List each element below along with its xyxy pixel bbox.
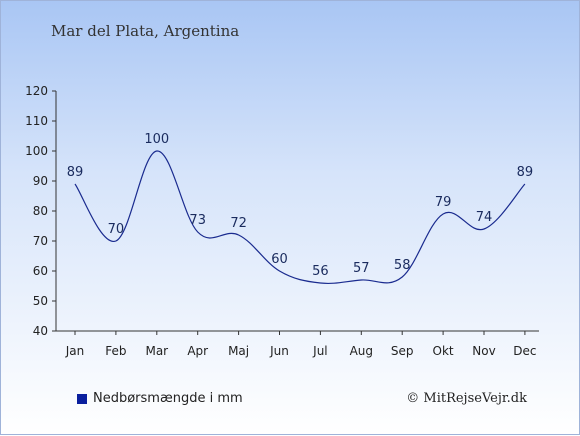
series-line	[74, 150, 526, 284]
credit-text: © MitRejseVejr.dk	[406, 391, 527, 406]
data-label: 100	[144, 132, 169, 147]
x-tick-label: Apr	[187, 344, 208, 358]
y-tick-label: 60	[33, 264, 48, 278]
data-label: 70	[108, 222, 125, 237]
y-tick-label: 120	[25, 84, 48, 98]
x-tick-label: Mar	[145, 344, 168, 358]
y-tick-label: 110	[25, 114, 48, 128]
x-tick-label: Nov	[472, 344, 495, 358]
y-tick-label: 100	[25, 144, 48, 158]
x-tick-label: Okt	[433, 344, 454, 358]
data-label: 89	[517, 165, 534, 180]
y-tick-label: 80	[33, 204, 48, 218]
legend-swatch	[77, 393, 87, 404]
x-tick-label: Sep	[391, 344, 414, 358]
x-tick-label: Aug	[350, 344, 373, 358]
x-tick-label: Jan	[65, 344, 85, 358]
x-tick-label: Jun	[269, 344, 289, 358]
x-tick-label: Feb	[105, 344, 126, 358]
legend-label: Nedbørsmængde i mm	[93, 391, 243, 406]
y-tick-label: 50	[33, 294, 48, 308]
data-label: 79	[435, 195, 452, 210]
x-tick-label: Dec	[513, 344, 536, 358]
y-tick-label: 90	[33, 174, 48, 188]
data-label: 56	[312, 264, 329, 279]
y-tick-label: 40	[33, 324, 48, 338]
data-label: 60	[271, 252, 288, 267]
y-tick-label: 70	[33, 234, 48, 248]
data-label: 57	[353, 261, 370, 276]
data-label: 73	[189, 213, 206, 228]
chart-title: Mar del Plata, Argentina	[51, 22, 240, 40]
data-label: 74	[476, 210, 493, 225]
x-tick-label: Maj	[228, 344, 249, 358]
data-label: 89	[67, 165, 84, 180]
data-label: 72	[230, 216, 247, 231]
x-tick-label: Jul	[312, 344, 327, 358]
data-label: 58	[394, 258, 411, 273]
legend: Nedbørsmængde i mm	[77, 391, 243, 406]
